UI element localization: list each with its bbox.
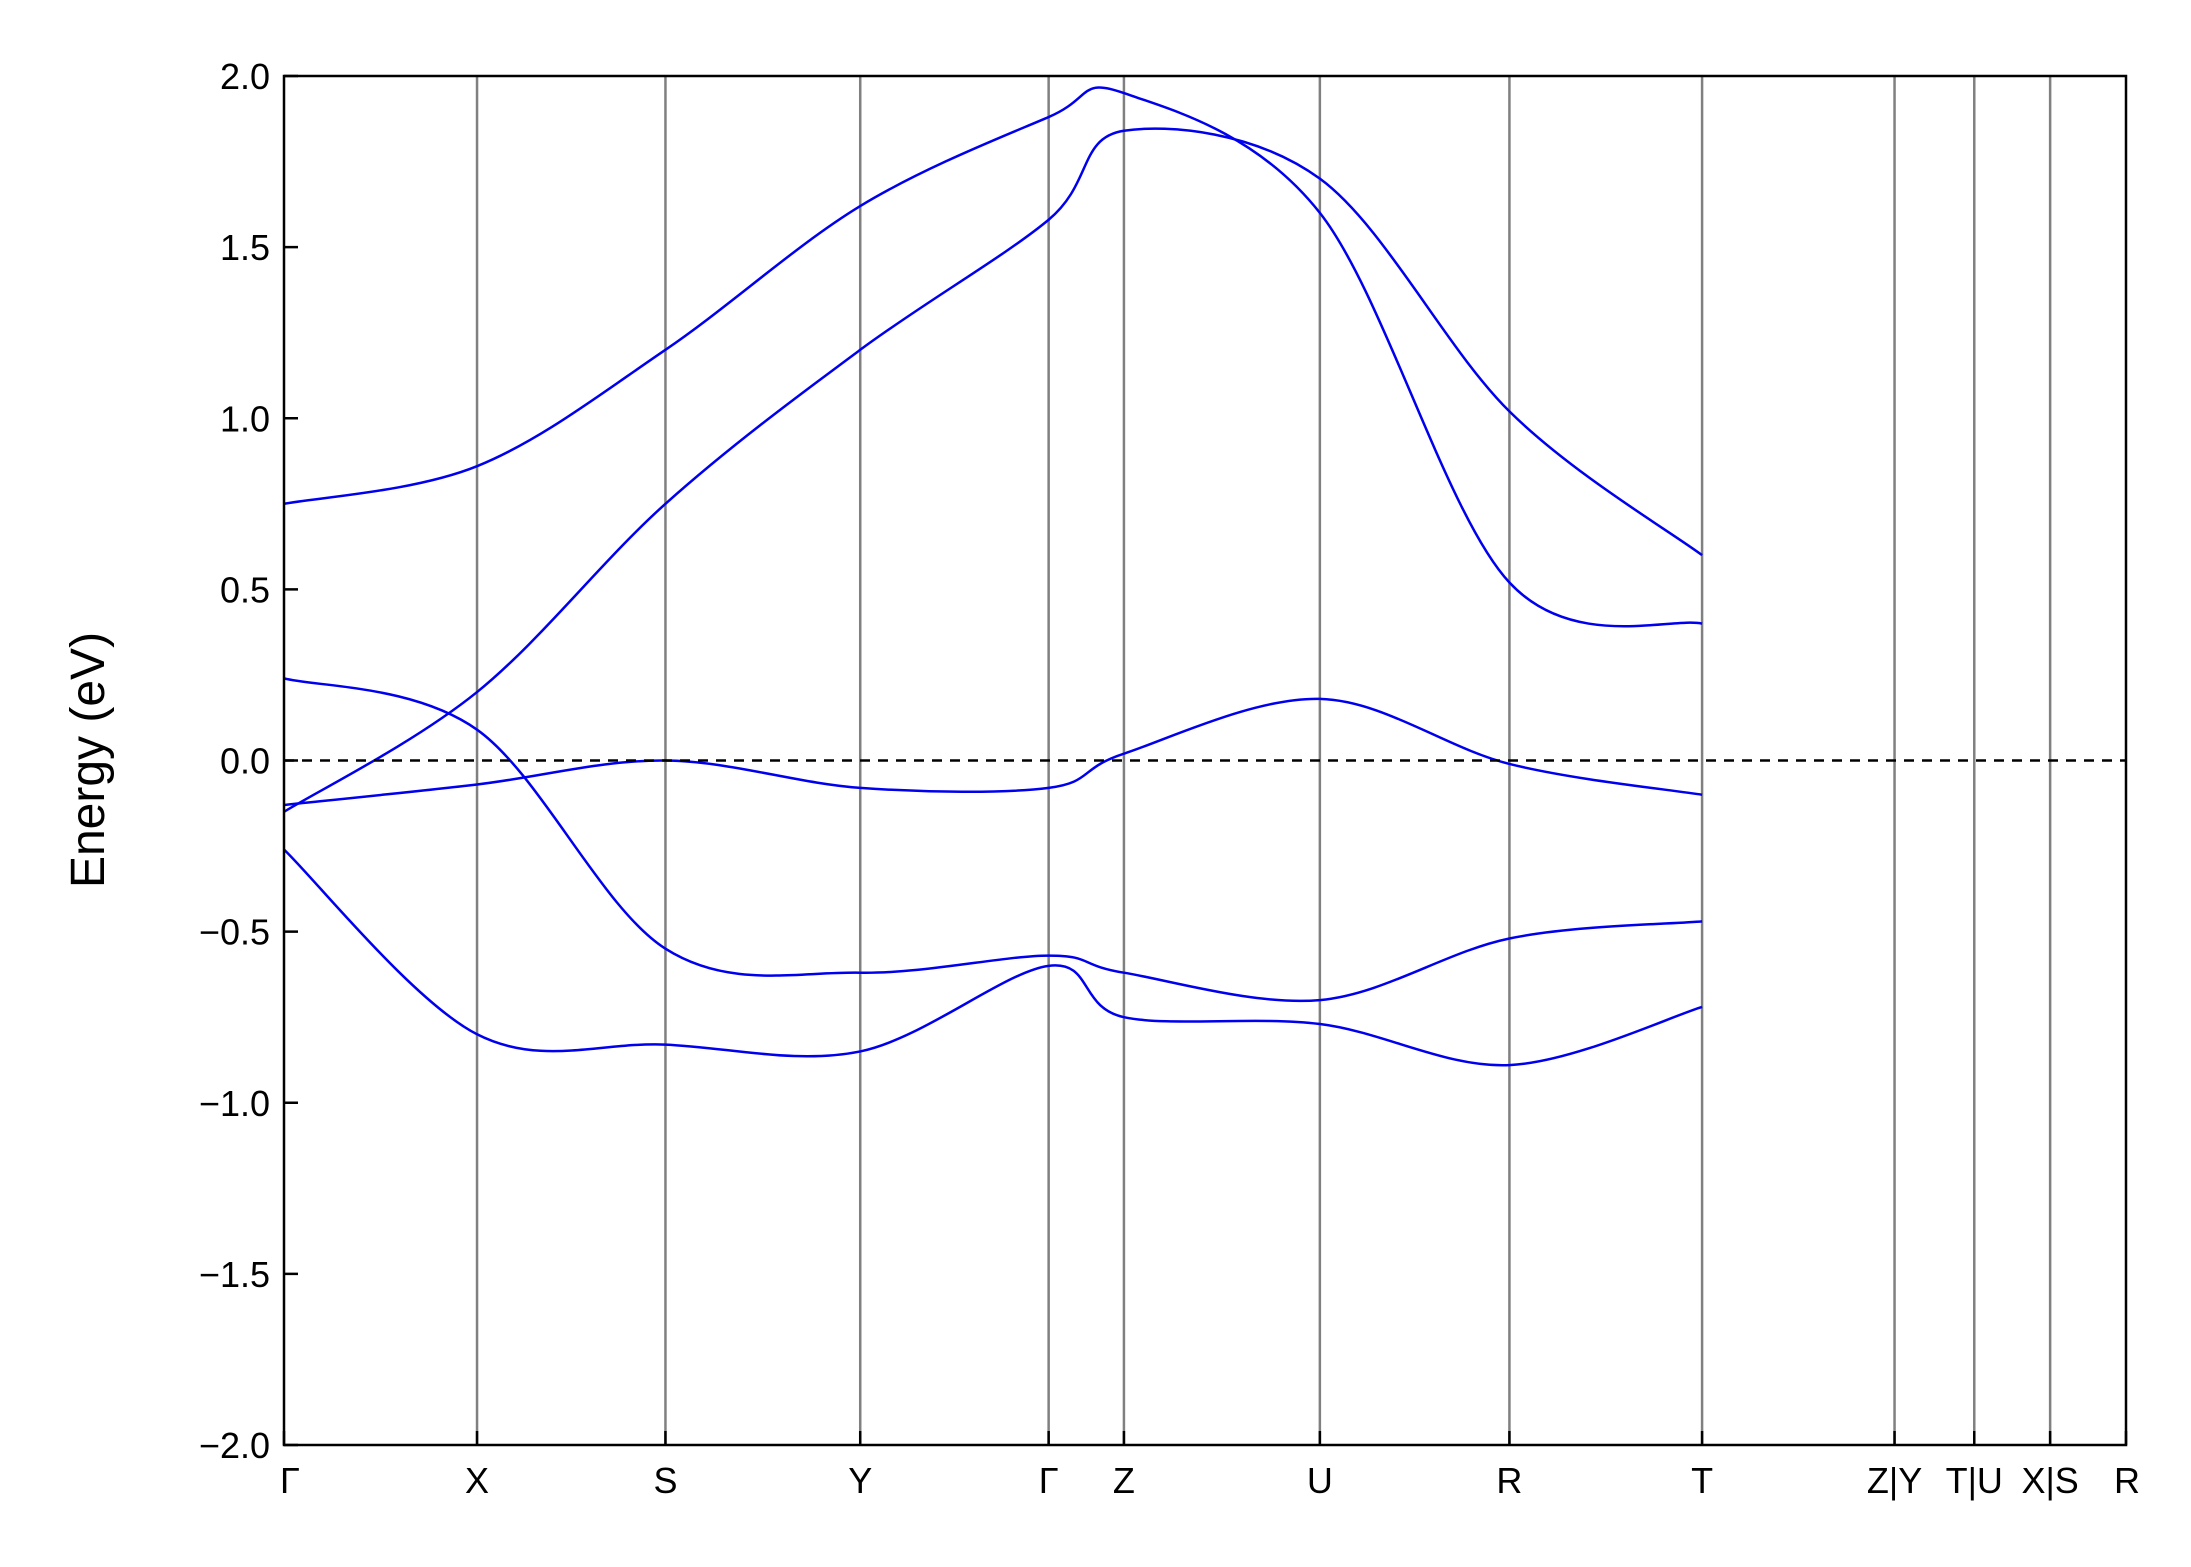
x-tick-label: X [465,1460,489,1501]
y-tick-label: 1.5 [220,227,270,268]
y-tick-label: −1.5 [199,1254,270,1295]
y-tick-label: 2.0 [220,56,270,97]
y-axis-ticks: −2.0 −1.5 −1.0 −0.5 0.0 0.5 1.0 1.5 2.0 [199,56,298,1466]
band-line-2 [284,677,1703,1003]
band-line-5 [284,127,1703,813]
y-tick-label: 0.5 [220,569,270,610]
x-tick-label: U [1307,1460,1333,1501]
y-tick-label: 1.0 [220,398,270,439]
y-tick-label: −2.0 [199,1425,270,1466]
band-line-1 [284,697,1703,807]
x-tick-label: T|U [1946,1460,2003,1501]
x-tick-label: T [1691,1460,1713,1501]
y-tick-label: −1.0 [199,1083,270,1124]
band-line-3 [284,848,1703,1067]
band-lines [284,86,1703,1067]
y-tick-label: 0.0 [220,741,270,782]
y-tick-label: −0.5 [199,912,270,953]
x-tick-label: X|S [2021,1460,2078,1501]
x-tick-label: Γ [1039,1460,1059,1501]
x-tick-label: Y [848,1460,872,1501]
x-tick-label: Γ [280,1460,300,1501]
x-tick-label: Z [1113,1460,1135,1501]
x-tick-label: R [1496,1460,1522,1501]
band-line-4 [284,86,1703,628]
x-tick-label: R [2114,1460,2140,1501]
x-axis-ticks: Γ X S Y Γ Z U R T Z|Y T|U X|S R [280,1431,2140,1501]
x-tick-label: Z|Y [1867,1460,1922,1501]
x-tick-label: S [653,1460,677,1501]
y-axis-title: Energy (eV) [62,632,115,888]
